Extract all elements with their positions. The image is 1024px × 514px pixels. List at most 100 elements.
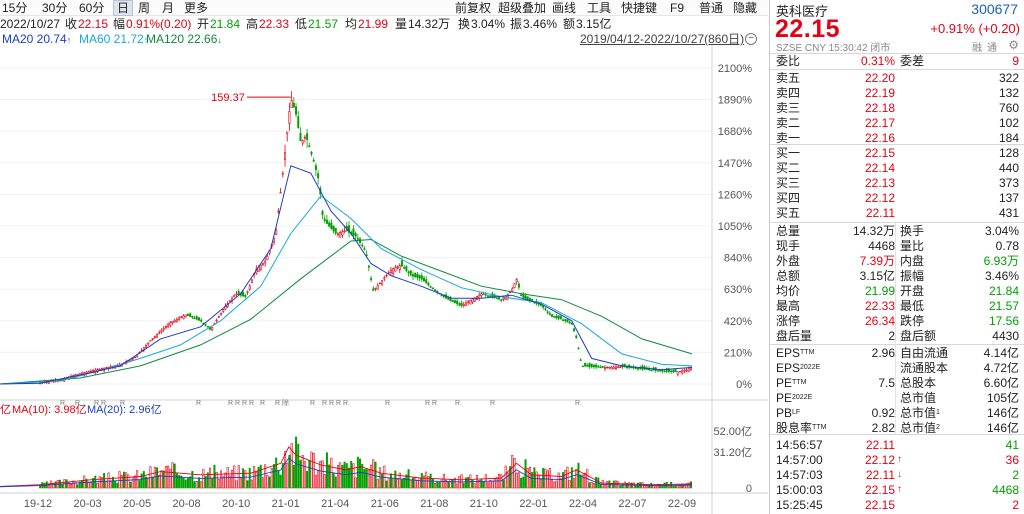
volume-bar [436, 481, 439, 489]
hide-button[interactable]: 隐藏 [733, 1, 758, 15]
rights-marker: R [490, 400, 495, 407]
candle-body [480, 293, 483, 296]
f9-button[interactable]: F9 [670, 1, 685, 15]
candle-body [427, 282, 430, 286]
candle-body [259, 264, 262, 271]
kline-chart[interactable]: 2100% 1890% 1680% 1470% 1260% 1050% 840% 630% 42… [0, 45, 768, 514]
stat-label: 内盘 [900, 254, 925, 268]
tick-row[interactable]: 14:56:57 22.11 41 [770, 437, 1024, 453]
date-axis-label: 20-05 [123, 498, 151, 510]
ask-price: 22.17 [864, 116, 895, 130]
candle-body [414, 272, 417, 278]
fundamental-label: 总市值1 [900, 405, 940, 421]
volume-bar [306, 470, 309, 489]
draw-line-button[interactable]: 画线 [552, 1, 577, 15]
price-axis-label: 1890% [718, 95, 752, 107]
volume-bar [147, 477, 150, 489]
volume-bar [559, 478, 562, 489]
bid-row: 买五 22.11 431 [770, 205, 1024, 221]
volume-bar [467, 476, 470, 489]
candle-body [376, 285, 379, 290]
volume-bar [678, 485, 681, 489]
candle-body [295, 106, 298, 115]
fundamental-label-text: PB [776, 406, 793, 420]
candle-body [676, 371, 679, 375]
candle-body [200, 319, 203, 322]
gear-icon[interactable]: ⚙ [1008, 38, 1019, 52]
period-60min-button[interactable]: 60分 [79, 1, 105, 15]
volume-bar [491, 481, 494, 489]
period-30min-button[interactable]: 30分 [42, 1, 68, 15]
candle-body [579, 359, 582, 361]
stat-value: 3.15亿 [859, 269, 895, 283]
normal-mode-button[interactable]: 普通 [699, 1, 724, 15]
candle-body [266, 255, 269, 261]
volume-bar [81, 480, 84, 489]
volume-bar [92, 478, 95, 489]
candle-body [403, 267, 406, 269]
candle-body [131, 357, 134, 360]
period-week-button[interactable]: 周 [138, 1, 151, 15]
volume-bar [167, 465, 170, 489]
volume-bar [133, 475, 136, 489]
period-more-button[interactable]: 更多 [184, 1, 209, 15]
candle-body [526, 296, 529, 300]
volume-bar [434, 482, 437, 489]
price-axis-label: 1050% [718, 221, 752, 233]
volume-bar [495, 477, 498, 489]
volume-bar [672, 485, 675, 489]
price-axis-label: 1680% [718, 126, 752, 138]
date-range-label[interactable]: 2019/04/12-2022/10/27(860日) [580, 32, 745, 46]
stat-row: 总量 14.32万 换手 3.04% [770, 223, 1024, 239]
volume-bar [564, 469, 567, 489]
info-low-label: 低 [295, 17, 308, 31]
volume-bar [489, 480, 492, 489]
tick-row[interactable]: 14:57:00 22.12 ↑ 36 [770, 452, 1024, 468]
candle-body [489, 295, 492, 297]
fundamental-row: EPSTTM 2.96 自由流通 4.14亿 [770, 345, 1024, 361]
period-day-button[interactable]: 日 [113, 0, 134, 16]
candle-body [206, 326, 209, 328]
price-axis-label: 1470% [718, 158, 752, 170]
volume-bar [553, 481, 556, 489]
info-amount-value: 3.15亿 [576, 17, 612, 31]
volume-bar [85, 478, 88, 489]
stat-label: 现手 [776, 239, 801, 253]
info-amp-value: 0.91%(0.20) [126, 17, 192, 31]
candle-body [352, 228, 355, 236]
peak-marker: 159.37 [211, 92, 291, 104]
candle-body [370, 278, 373, 280]
fundamental-label-text: EPS [776, 361, 801, 375]
period-15min-button[interactable]: 15分 [2, 1, 28, 15]
fundamental-label-suffix: 1 [936, 409, 940, 416]
candle-body [550, 314, 553, 317]
candle-body [683, 369, 686, 372]
date-axis-label: 19-12 [24, 498, 52, 510]
volume-bar [105, 480, 108, 489]
candle-body [145, 344, 148, 348]
tick-row[interactable]: 15:25:45 22.15 2 [770, 497, 1024, 513]
volume-bar [83, 475, 86, 489]
shortcut-button[interactable]: 快捷键 [621, 1, 658, 15]
candle-body [321, 210, 324, 216]
tools-button[interactable]: 工具 [587, 1, 612, 15]
forward-adjust-button[interactable]: 前复权 [455, 1, 492, 15]
candle-body [211, 326, 214, 331]
candle-body [175, 318, 178, 322]
candle-body [339, 231, 342, 238]
info-high-label: 高 [246, 17, 259, 31]
ma120-legend-text: MA120 22.66 [146, 32, 218, 46]
zoom-out-icon[interactable]: − [745, 33, 757, 45]
candle-body [158, 332, 161, 334]
volume-bar [674, 485, 677, 489]
volume-bar [520, 477, 523, 489]
candle-body [553, 316, 556, 318]
tick-row[interactable]: 15:00:03 22.15 ↑ 4468 [770, 482, 1024, 498]
fundamental-label-suffix: 2022E [800, 364, 821, 371]
date-axis-label: 20-08 [173, 498, 201, 510]
date-axis-label: 21-06 [371, 498, 399, 510]
volume-bar [317, 470, 320, 489]
super-overlay-button[interactable]: 超级叠加 [498, 1, 547, 15]
tick-row[interactable]: 14:57:03 22.11 ↓ 2 [770, 467, 1024, 483]
period-month-button[interactable]: 月 [162, 1, 175, 15]
